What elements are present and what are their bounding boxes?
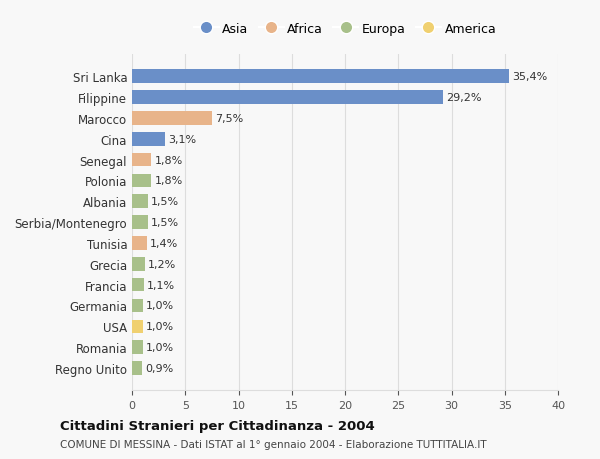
Bar: [132, 133, 165, 146]
Text: 29,2%: 29,2%: [446, 93, 482, 103]
Bar: [132, 174, 151, 188]
Text: Cittadini Stranieri per Cittadinanza - 2004: Cittadini Stranieri per Cittadinanza - 2…: [60, 419, 375, 432]
Bar: [132, 299, 143, 313]
Text: 1,0%: 1,0%: [146, 322, 174, 331]
Bar: [132, 70, 509, 84]
Bar: [132, 91, 443, 105]
Text: 1,4%: 1,4%: [150, 238, 178, 248]
Text: COMUNE DI MESSINA - Dati ISTAT al 1° gennaio 2004 - Elaborazione TUTTITALIA.IT: COMUNE DI MESSINA - Dati ISTAT al 1° gen…: [60, 440, 487, 449]
Text: 0,9%: 0,9%: [145, 363, 173, 373]
Bar: [132, 257, 145, 271]
Bar: [132, 237, 147, 250]
Text: 35,4%: 35,4%: [512, 72, 547, 82]
Text: 3,1%: 3,1%: [168, 134, 196, 145]
Bar: [132, 341, 143, 354]
Bar: [132, 361, 142, 375]
Bar: [132, 320, 143, 333]
Bar: [132, 153, 151, 167]
Bar: [132, 278, 144, 292]
Text: 1,0%: 1,0%: [146, 301, 174, 311]
Text: 1,2%: 1,2%: [148, 259, 176, 269]
Bar: [132, 112, 212, 125]
Bar: [132, 216, 148, 230]
Text: 1,5%: 1,5%: [151, 197, 179, 207]
Text: 1,0%: 1,0%: [146, 342, 174, 353]
Bar: [132, 195, 148, 208]
Text: 1,1%: 1,1%: [147, 280, 175, 290]
Text: 1,8%: 1,8%: [154, 176, 182, 186]
Text: 7,5%: 7,5%: [215, 114, 244, 123]
Text: 1,5%: 1,5%: [151, 218, 179, 228]
Text: 1,8%: 1,8%: [154, 155, 182, 165]
Legend: Asia, Africa, Europa, America: Asia, Africa, Europa, America: [188, 18, 502, 41]
